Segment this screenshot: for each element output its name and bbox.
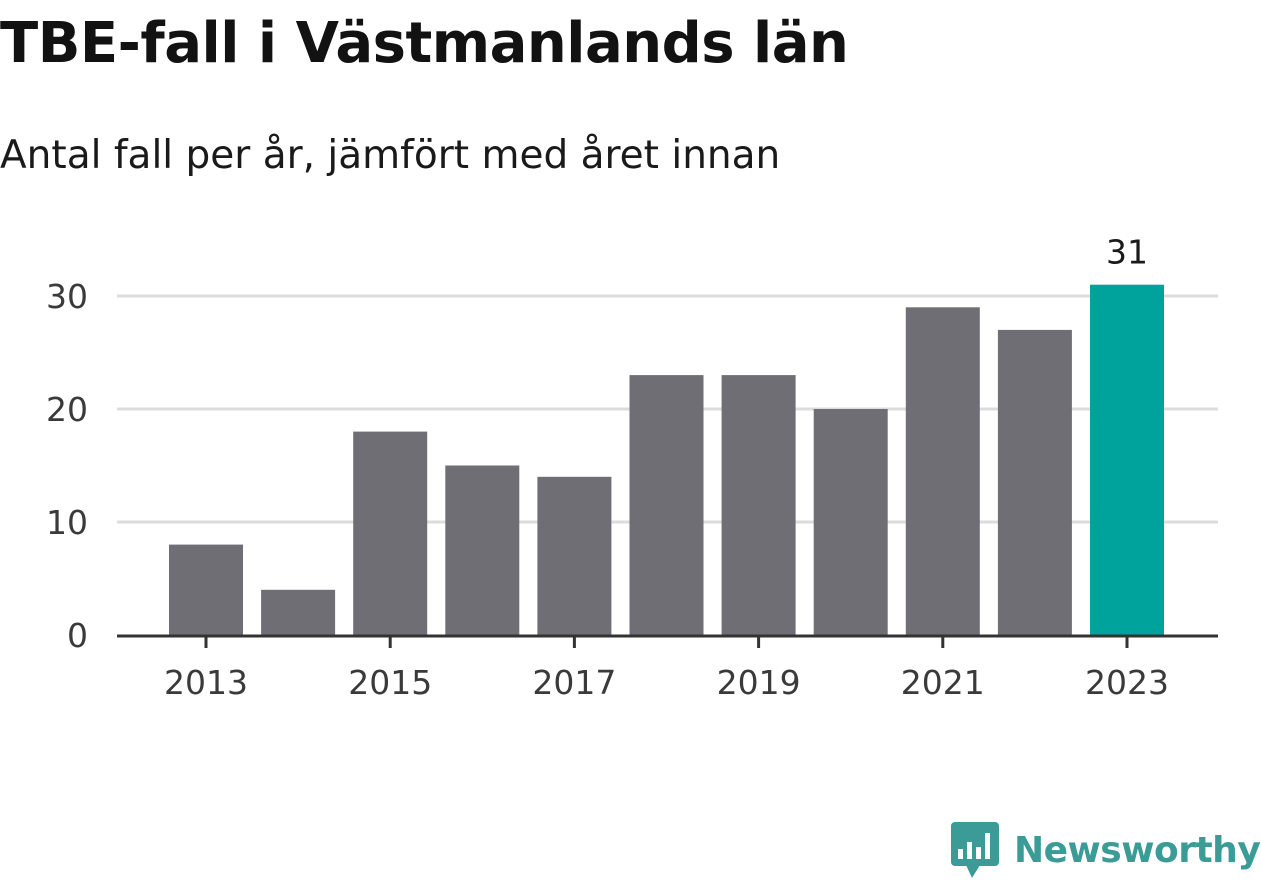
y-tick-label: 10 — [46, 503, 88, 542]
y-tick-label: 0 — [67, 616, 88, 655]
bar-2020 — [813, 409, 888, 635]
chart-subtitle: Antal fall per år, jämfört med året inna… — [0, 133, 781, 178]
labels: 0 10 20 30 2013 2015 2017 2019 2021 2023 31 — [46, 233, 1169, 702]
y-tick-label: 20 — [46, 390, 88, 429]
bar-2022 — [997, 329, 1072, 635]
brand-name: Newsworthy — [1014, 829, 1261, 871]
bar-2016 — [445, 465, 520, 635]
bar-2019 — [721, 375, 796, 635]
bar-2021 — [905, 307, 980, 635]
bar-2013 — [169, 544, 243, 635]
chart-title: TBE-fall i Västmanlands län — [0, 11, 849, 76]
x-tick-label: 2015 — [348, 663, 432, 702]
x-tick-label: 2017 — [532, 663, 616, 702]
bar-2014 — [261, 589, 336, 635]
axes — [117, 634, 1218, 648]
x-tick-label: 2023 — [1085, 663, 1169, 702]
bars — [169, 284, 1164, 635]
bar-2023 — [1090, 284, 1164, 635]
bar-2015 — [353, 431, 428, 635]
bar-2018 — [629, 375, 704, 635]
newsworthy-logo: Newsworthy — [950, 820, 1261, 880]
bar-chart-speech-bubble-icon — [951, 822, 999, 878]
y-tick-label: 30 — [46, 277, 88, 316]
x-tick-label: 2019 — [717, 663, 801, 702]
data-label: 31 — [1106, 233, 1148, 272]
bar-2017 — [537, 476, 612, 635]
x-tick-label: 2013 — [164, 663, 248, 702]
x-tick-label: 2021 — [901, 663, 985, 702]
